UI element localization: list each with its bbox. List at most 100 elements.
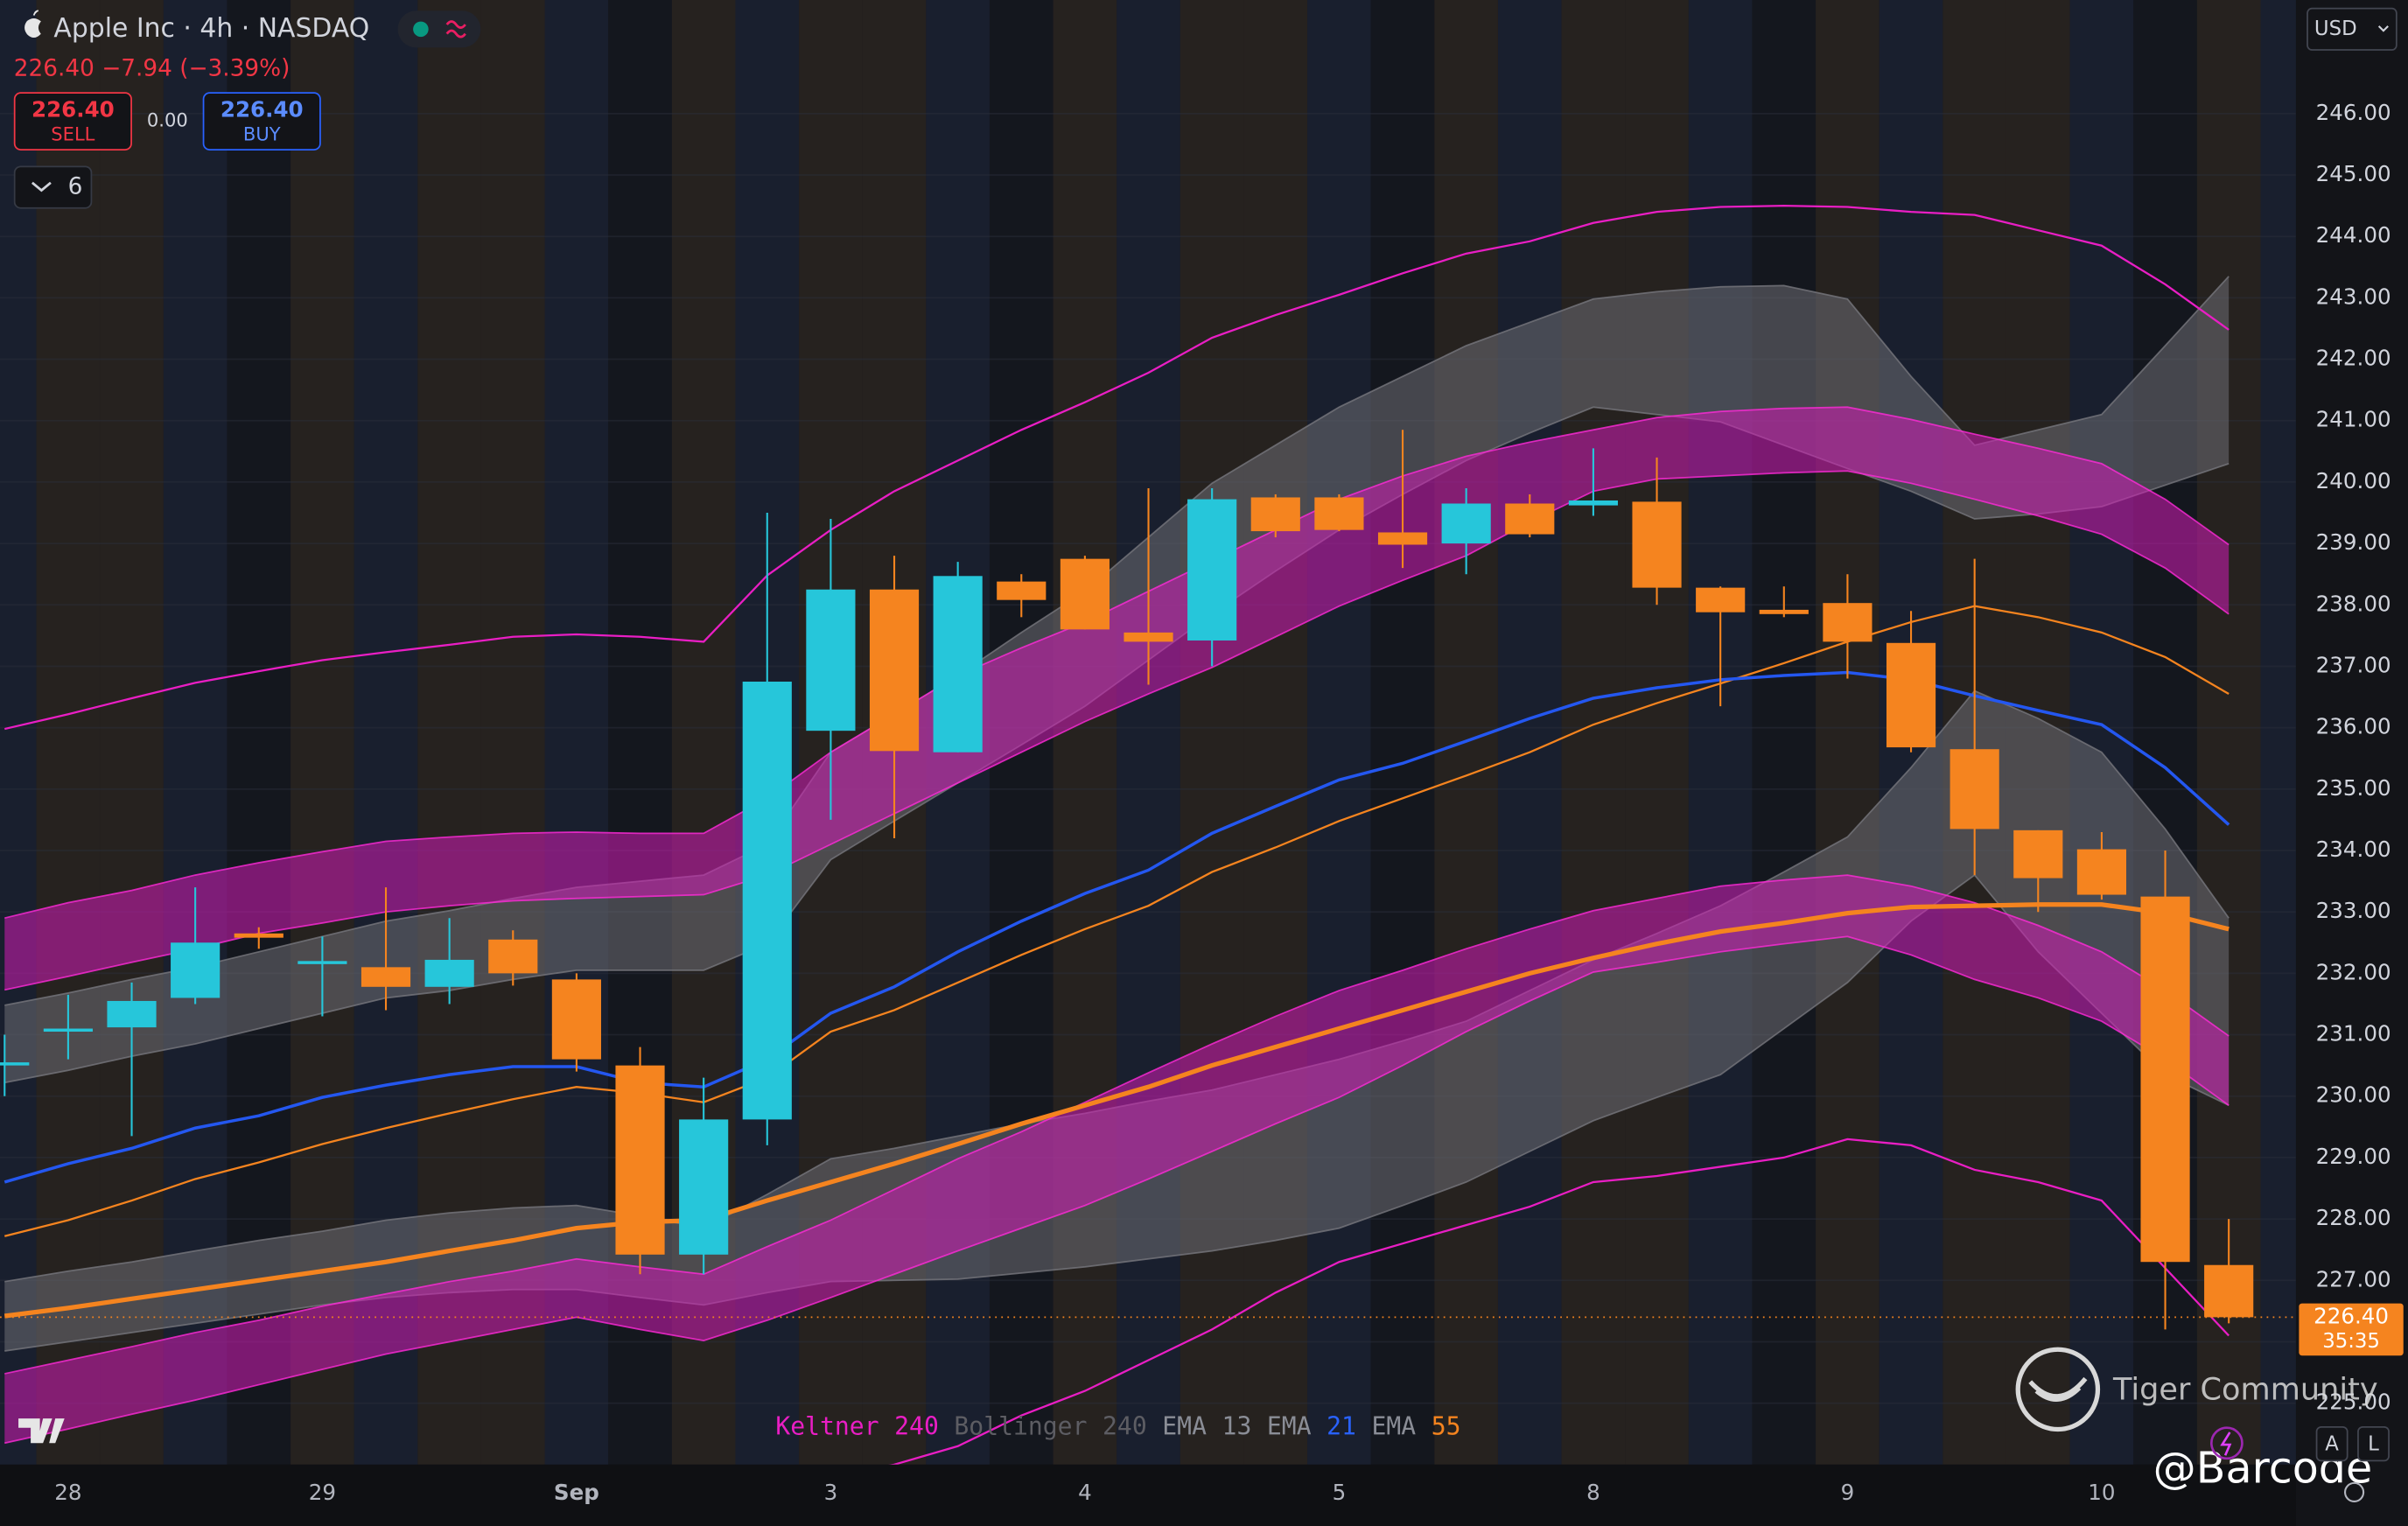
candle-body bbox=[1314, 497, 1364, 530]
band-edge bbox=[4, 874, 2230, 1375]
x-tick-label: 3 bbox=[824, 1480, 838, 1505]
candle-body bbox=[1950, 749, 1999, 830]
legend-name: EMA bbox=[1371, 1412, 1416, 1441]
x-tick-label: 9 bbox=[1841, 1480, 1855, 1505]
indicator-line bbox=[888, 1138, 2230, 1465]
indicator-line bbox=[4, 670, 2230, 1184]
session-stripe bbox=[1497, 0, 1562, 1465]
y-tick-label: 228.00 bbox=[2316, 1205, 2391, 1230]
watermark-logo bbox=[2028, 1376, 2088, 1402]
currency: USD bbox=[2314, 18, 2357, 40]
alert-icon bbox=[2220, 1432, 2232, 1456]
log-scale-label: L bbox=[2368, 1433, 2379, 1456]
candle-body bbox=[298, 961, 347, 964]
indicator-line bbox=[4, 204, 2230, 731]
y-tick-label: 242.00 bbox=[2316, 346, 2391, 371]
candle-body bbox=[107, 1000, 157, 1028]
legend-length: 21 bbox=[1326, 1412, 1356, 1441]
indicator-band bbox=[4, 407, 2230, 990]
candle-body bbox=[0, 1062, 30, 1066]
indicator-legend: Keltner 240 Bollinger 240 EMA 13 EMA 21 EMA 55 bbox=[775, 1412, 1460, 1441]
candle-body bbox=[551, 979, 601, 1060]
session-stripe bbox=[2069, 0, 2134, 1465]
y-tick-label: 232.00 bbox=[2316, 959, 2391, 984]
currency-select[interactable] bbox=[2306, 7, 2398, 51]
settings-icon[interactable] bbox=[2343, 1481, 2365, 1502]
candle-body bbox=[1377, 532, 1428, 545]
indicators-count: 6 bbox=[68, 174, 83, 200]
candle-body bbox=[1823, 603, 1872, 642]
candle-body bbox=[1124, 632, 1173, 642]
legend-name: Bollinger bbox=[954, 1412, 1087, 1441]
candle-body bbox=[933, 576, 983, 752]
plot-area bbox=[0, 204, 2296, 1465]
candle-body bbox=[679, 1119, 729, 1255]
header: Apple Inc · 4h · NASDAQ 226.40 −7.94 (−3… bbox=[13, 7, 2398, 209]
candle-body bbox=[615, 1065, 665, 1255]
candle-body bbox=[806, 589, 856, 732]
y-tick-label: 236.00 bbox=[2316, 714, 2391, 739]
auto-scale-label: A bbox=[2325, 1433, 2339, 1456]
time-axis-labels: 28 29 Sep 3 4 5 8 9 10 bbox=[54, 1480, 2115, 1505]
legend-length: 240 bbox=[894, 1412, 939, 1441]
watermark-brand: Tiger Community bbox=[2112, 1372, 2378, 1408]
candle-body bbox=[1250, 497, 1300, 532]
chevron-icon bbox=[2377, 25, 2389, 32]
candle-body bbox=[1505, 503, 1555, 535]
x-tick-label: 4 bbox=[1078, 1480, 1092, 1505]
watermark-logo bbox=[2015, 1347, 2101, 1432]
y-tick-label: 225.00 bbox=[2316, 1390, 2391, 1415]
auto-scale-button[interactable] bbox=[2315, 1425, 2348, 1462]
candle-body bbox=[997, 581, 1046, 600]
y-tick-label: 245.00 bbox=[2316, 161, 2391, 186]
sell-button[interactable] bbox=[13, 92, 132, 150]
y-tick-label: 230.00 bbox=[2316, 1082, 2391, 1108]
y-tick-label: 244.00 bbox=[2316, 222, 2391, 248]
price-axis bbox=[2295, 0, 2408, 1526]
x-tick-label: Sep bbox=[554, 1480, 599, 1505]
session-stripe bbox=[1307, 0, 1371, 1465]
legend-name: Keltner bbox=[775, 1412, 878, 1441]
y-tick-label: 246.00 bbox=[2316, 100, 2391, 125]
session-stripe bbox=[1816, 0, 1880, 1465]
indicators-toggle[interactable] bbox=[13, 165, 93, 209]
candle-body bbox=[234, 933, 284, 938]
y-tick-label: 233.00 bbox=[2316, 898, 2391, 923]
data-delay-icon bbox=[445, 20, 466, 38]
last-price-label: 226.40 bbox=[2314, 1303, 2389, 1328]
alert-icon[interactable] bbox=[2210, 1426, 2244, 1460]
spread: 0.00 bbox=[147, 109, 188, 131]
status-pill[interactable] bbox=[397, 10, 481, 48]
chevron-icon bbox=[31, 181, 52, 192]
y-tick-label: 237.00 bbox=[2316, 652, 2391, 677]
x-tick-label: 10 bbox=[2088, 1480, 2115, 1505]
candle-body bbox=[2013, 830, 2063, 878]
candle-body bbox=[424, 959, 474, 987]
candle-body bbox=[488, 939, 538, 974]
candle-body bbox=[360, 967, 411, 987]
log-scale-button[interactable] bbox=[2357, 1425, 2390, 1462]
candle-body bbox=[2204, 1264, 2254, 1318]
tv-logo[interactable] bbox=[18, 1418, 65, 1444]
bar-countdown: 35:35 bbox=[2322, 1330, 2380, 1353]
y-tick-label: 241.00 bbox=[2316, 407, 2391, 432]
y-tick-label: 239.00 bbox=[2316, 529, 2391, 555]
legend-name: EMA bbox=[1162, 1412, 1207, 1441]
indicator-band bbox=[4, 875, 2230, 1444]
candle-body bbox=[43, 1028, 93, 1032]
candle-body bbox=[1441, 503, 1491, 544]
candle-body bbox=[2140, 896, 2190, 1263]
x-tick-label: 8 bbox=[1586, 1480, 1600, 1505]
candle-body bbox=[2076, 849, 2127, 895]
y-tick-label: 235.00 bbox=[2316, 775, 2391, 801]
candle-body bbox=[1886, 642, 1936, 748]
watermark: Tiger Community @Barcode bbox=[2015, 1347, 2378, 1493]
y-tick-label: 234.00 bbox=[2316, 836, 2391, 862]
symbol-title[interactable]: Apple Inc · 4h · NASDAQ bbox=[53, 13, 369, 44]
buy-button[interactable] bbox=[202, 92, 321, 150]
market-open-dot bbox=[413, 21, 429, 38]
candle-body bbox=[1187, 499, 1237, 640]
sell-price: 226.40 bbox=[32, 96, 115, 122]
